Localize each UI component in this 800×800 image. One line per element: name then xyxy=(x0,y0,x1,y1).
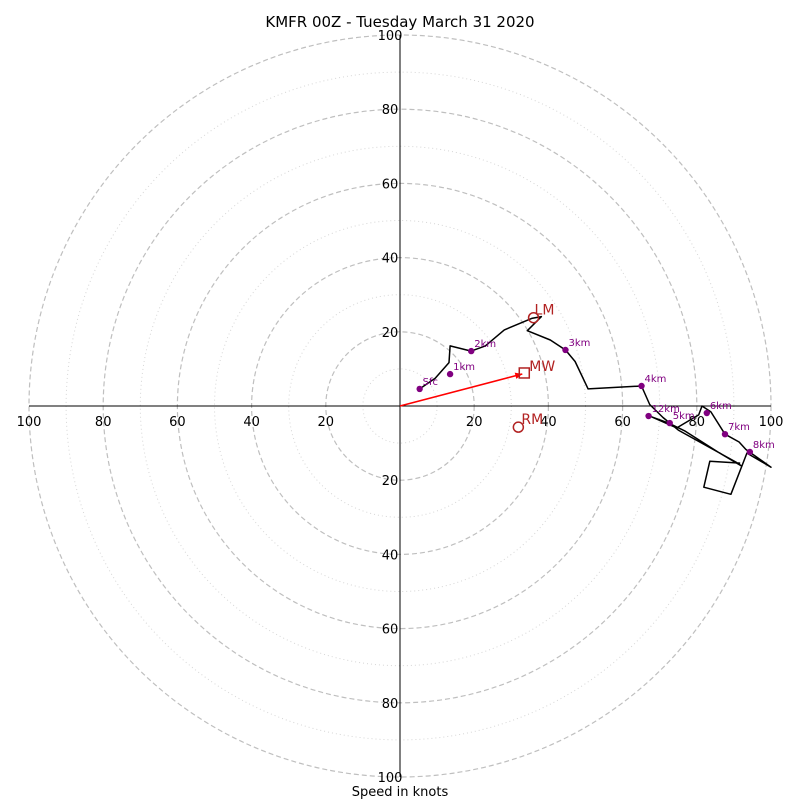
height-label-8km: 8km xyxy=(753,440,775,451)
y-tick-label: 80 xyxy=(382,103,399,118)
y-tick-label: 40 xyxy=(382,548,399,563)
mean-wind-vector xyxy=(399,373,523,407)
y-tick-label: 100 xyxy=(378,771,403,786)
right-mover-label: RM xyxy=(521,412,543,428)
height-marker-1km xyxy=(446,370,454,378)
y-tick-label: 100 xyxy=(378,29,403,44)
height-label-6km: 6km xyxy=(710,401,732,412)
height-marker-4km xyxy=(638,382,645,390)
height-marker-5km xyxy=(666,419,673,427)
x-tick-label: 20 xyxy=(466,415,483,430)
x-tick-label: 40 xyxy=(540,415,557,430)
x-tick-label: 80 xyxy=(95,415,112,430)
height-marker-sfc xyxy=(416,385,423,393)
mean-wind-marker xyxy=(518,367,531,379)
height-label-4km: 4km xyxy=(645,374,667,385)
height-marker-7km xyxy=(721,430,729,438)
x-tick-label: 20 xyxy=(318,415,335,430)
left-mover-marker xyxy=(527,311,540,324)
mean-wind-arrowhead xyxy=(514,372,523,379)
height-marker-12km xyxy=(645,412,652,420)
x-tick-label: 100 xyxy=(17,415,42,430)
x-tick-label: 60 xyxy=(614,415,631,430)
right-mover-marker xyxy=(512,421,525,433)
height-label-1km: 1km xyxy=(453,362,475,373)
height-label-2km: 2km xyxy=(474,339,496,350)
hodograph-trace-group xyxy=(419,315,772,496)
height-marker-6km xyxy=(703,409,711,417)
height-label-7km: 7km xyxy=(728,422,750,433)
x-tick-label: 60 xyxy=(169,415,186,430)
chart-title: KMFR 00Z - Tuesday March 31 2020 xyxy=(265,13,534,31)
height-label-3km: 3km xyxy=(568,338,590,349)
y-tick-label: 60 xyxy=(382,623,399,638)
storm-motion-group: LM MW RM xyxy=(399,303,555,433)
mean-wind-label: MW xyxy=(529,359,555,375)
height-marker-2km xyxy=(468,347,475,355)
left-mover-label: LM xyxy=(535,303,555,319)
y-tick-label: 20 xyxy=(382,474,399,489)
y-tick-label: 80 xyxy=(382,697,399,712)
x-tick-label: 40 xyxy=(243,415,260,430)
height-label-5km: 5km xyxy=(673,411,695,422)
hodograph-trace xyxy=(419,315,772,496)
height-label-sfc: Sfc xyxy=(423,377,438,388)
height-marker-8km xyxy=(746,448,754,456)
x-tick-label: 100 xyxy=(759,415,784,430)
y-tick-label: 40 xyxy=(382,252,399,267)
x-axis-label: Speed in knots xyxy=(352,785,449,800)
y-tick-label: 20 xyxy=(382,326,399,341)
height-label-12km: 12km xyxy=(652,404,680,415)
height-marker-3km xyxy=(562,346,569,354)
tick-labels: 100 80 60 40 20 20 40 60 80 100 100 80 60 40 20 20 40 60 8… xyxy=(17,29,784,786)
y-tick-label: 60 xyxy=(382,177,399,192)
